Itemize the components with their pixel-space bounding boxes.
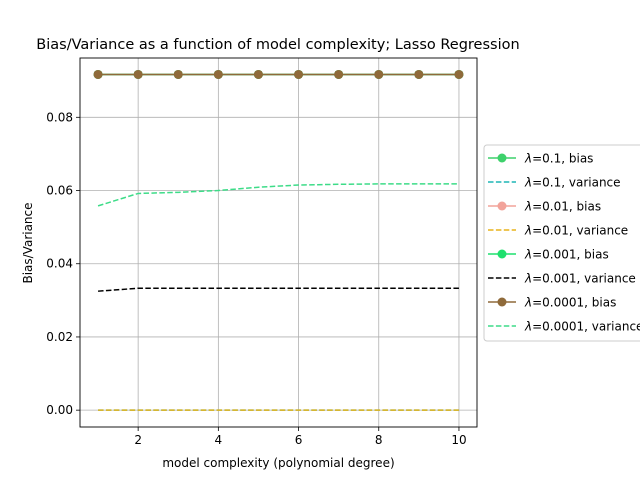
data-point bbox=[374, 69, 384, 79]
legend-label: λ=0.1, bias bbox=[524, 152, 593, 166]
x-tick-label: 10 bbox=[451, 433, 466, 447]
y-axis-label: Bias/Variance bbox=[21, 202, 35, 283]
legend-label: λ=0.0001, variance bbox=[524, 320, 640, 334]
x-tick-label: 8 bbox=[375, 433, 383, 447]
legend-label: λ=0.001, bias bbox=[524, 248, 609, 262]
x-axis-label: model complexity (polynomial degree) bbox=[162, 456, 394, 470]
data-point bbox=[294, 69, 304, 79]
x-tick-label: 4 bbox=[215, 433, 223, 447]
legend: λ=0.1, bias λ=0.1, variance λ=0.01, bias λ=… bbox=[483, 144, 640, 342]
data-point bbox=[253, 69, 263, 79]
legend-box bbox=[483, 144, 640, 342]
chart-title: Bias/Variance as a function of model com… bbox=[36, 37, 519, 53]
legend-label: λ=0.001, variance bbox=[524, 272, 636, 286]
legend-swatch-marker bbox=[497, 201, 507, 211]
data-point bbox=[93, 69, 103, 79]
legend-label: λ=0.0001, bias bbox=[524, 296, 616, 310]
legend-swatch-marker bbox=[497, 153, 507, 163]
x-tick-label: 2 bbox=[134, 433, 142, 447]
y-tick-label: 0.00 bbox=[46, 403, 73, 417]
y-tick-label: 0.08 bbox=[46, 110, 73, 124]
plot-area: 2 4 6 8 10 0.00 0.02 0.04 0.06 0.08 bbox=[46, 57, 478, 447]
data-point bbox=[454, 69, 464, 79]
x-tick-label: 6 bbox=[295, 433, 303, 447]
y-tick-label: 0.06 bbox=[46, 184, 73, 198]
legend-swatch-marker bbox=[497, 249, 507, 259]
legend-label: λ=0.01, bias bbox=[524, 200, 601, 214]
series-line-5 bbox=[97, 287, 459, 292]
data-point bbox=[173, 69, 183, 79]
legend-label: λ=0.01, variance bbox=[524, 224, 628, 238]
data-point bbox=[334, 69, 344, 79]
legend-swatch-marker bbox=[497, 297, 507, 307]
axes-frame bbox=[79, 57, 478, 428]
y-tick-label: 0.02 bbox=[46, 330, 73, 344]
series-line-7 bbox=[97, 183, 459, 207]
legend-label: λ=0.1, variance bbox=[524, 176, 621, 190]
data-point bbox=[133, 69, 143, 79]
data-point bbox=[414, 69, 424, 79]
y-tick-label: 0.04 bbox=[46, 257, 73, 271]
data-point bbox=[213, 69, 223, 79]
